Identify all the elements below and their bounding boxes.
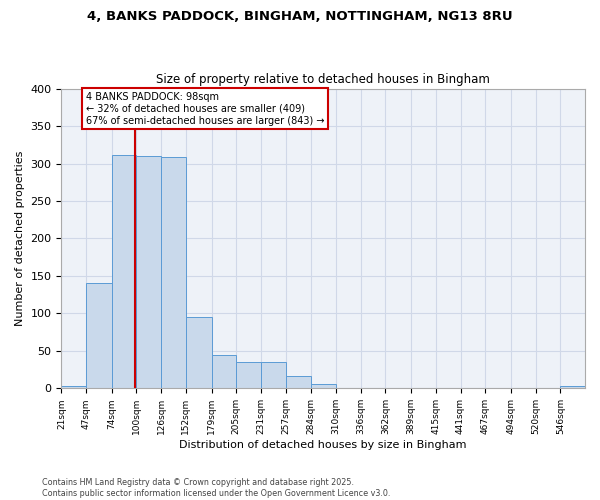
Bar bbox=[560, 386, 585, 388]
Title: Size of property relative to detached houses in Bingham: Size of property relative to detached ho… bbox=[156, 73, 490, 86]
Bar bbox=[236, 362, 261, 388]
Bar bbox=[161, 157, 186, 388]
X-axis label: Distribution of detached houses by size in Bingham: Distribution of detached houses by size … bbox=[179, 440, 467, 450]
Text: 4, BANKS PADDOCK, BINGHAM, NOTTINGHAM, NG13 8RU: 4, BANKS PADDOCK, BINGHAM, NOTTINGHAM, N… bbox=[87, 10, 513, 23]
Bar bbox=[311, 384, 336, 388]
Y-axis label: Number of detached properties: Number of detached properties bbox=[15, 151, 25, 326]
Bar bbox=[136, 156, 161, 388]
Bar bbox=[86, 284, 112, 389]
Bar bbox=[112, 154, 136, 388]
Bar bbox=[212, 354, 236, 388]
Bar bbox=[261, 362, 286, 388]
Bar bbox=[61, 386, 86, 388]
Text: Contains HM Land Registry data © Crown copyright and database right 2025.
Contai: Contains HM Land Registry data © Crown c… bbox=[42, 478, 391, 498]
Text: 4 BANKS PADDOCK: 98sqm
← 32% of detached houses are smaller (409)
67% of semi-de: 4 BANKS PADDOCK: 98sqm ← 32% of detached… bbox=[86, 92, 325, 126]
Bar bbox=[186, 317, 212, 388]
Bar bbox=[286, 376, 311, 388]
